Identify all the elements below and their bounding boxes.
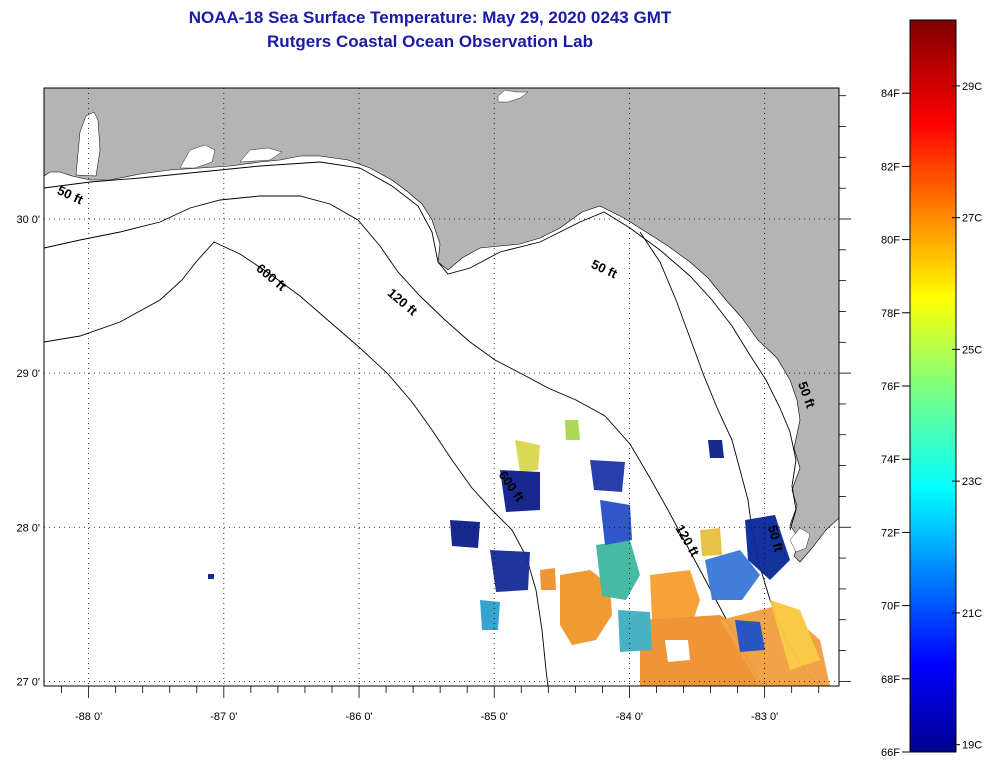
map-frame [43,87,840,687]
axis-ticks [61,95,851,698]
colorbar-label-f: 66F [881,747,900,759]
map-title: NOAA-18 Sea Surface Temperature: May 29,… [188,8,672,27]
longitude-labels: -88 0' -87 0' -86 0' -85 0' -84 0' -83 0' [75,711,778,723]
latitude-labels: 27 0' 28 0' 29 0' 30 0' [16,214,40,688]
choctawhatchee-bay [239,147,283,163]
land-mass [44,88,839,563]
lon-tick-label: -84 0' [616,711,643,723]
colorbar-fahrenheit-labels: 66F 68F 70F 72F 74F 76F 78F 80F 82F 84F [881,88,910,759]
lon-tick-label: -87 0' [210,711,237,723]
colorbar-label-c: 21C [962,608,982,620]
colorbar-label-c: 27C [962,213,982,225]
lon-tick-label: -86 0' [345,711,372,723]
colorbar-celsius-labels: 19C 21C 23C 25C 27C 29C [952,81,982,752]
colorbar-label-c: 23C [962,476,982,488]
colorbar-label-c: 19C [962,740,982,752]
lon-tick-label: -88 0' [75,711,102,723]
lon-tick-label: -85 0' [481,711,508,723]
colorbar-label-c: 29C [962,81,982,93]
contour-50ft [44,161,797,531]
tampa-bay [789,527,811,553]
colorbar-label-f: 84F [881,88,900,100]
mobile-bay [75,111,101,177]
lat-tick-label: 29 0' [16,368,40,380]
colorbar-label-f: 80F [881,235,900,247]
colorbar-label-f: 78F [881,308,900,320]
contour-120ft [44,195,763,686]
lake-seminole [497,89,529,103]
pensacola-bay [179,144,216,169]
contour-label: 50 ft [765,524,787,554]
lon-tick-label: -83 0' [751,711,778,723]
sst-data [208,420,830,686]
lat-tick-label: 30 0' [16,214,40,226]
colorbar-label-f: 68F [881,674,900,686]
colorbar-label-f: 70F [881,601,900,613]
colorbar-label-f: 76F [881,381,900,393]
lat-tick-label: 28 0' [16,522,40,534]
colorbar-label-f: 72F [881,527,900,539]
map-subtitle: Rutgers Coastal Ocean Observation Lab [267,32,593,51]
colorbar-label-f: 74F [881,454,900,466]
lat-tick-label: 27 0' [16,676,40,688]
colorbar-label-c: 25C [962,344,982,356]
colorbar-label-f: 82F [881,161,900,173]
colorbar-gradient [909,19,957,753]
